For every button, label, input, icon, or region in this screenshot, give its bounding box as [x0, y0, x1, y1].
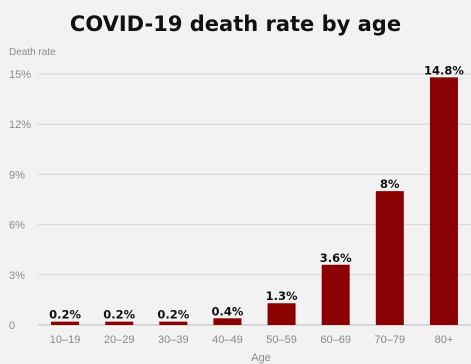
x-axis-label: Age	[251, 352, 271, 364]
bar	[51, 321, 80, 325]
x-tick-label: 60–69	[320, 334, 351, 346]
data-label: 3.6%	[320, 251, 352, 265]
bar	[213, 318, 242, 325]
bar	[321, 264, 350, 325]
x-tick-label: 20–29	[104, 334, 135, 346]
y-tick-label: 15%	[9, 69, 31, 81]
y-tick-labels: 0 3% 6% 9% 12% 15%	[9, 69, 31, 332]
data-labels: 0.2% 0.2% 0.2% 0.4% 1.3% 3.6% 8% 14.8%	[49, 63, 464, 321]
data-label: 0.2%	[103, 308, 135, 322]
x-tick-label: 30–39	[158, 334, 189, 346]
x-tick-label: 10–19	[50, 334, 81, 346]
y-axis-label: Death rate	[9, 47, 56, 58]
data-label: 0.2%	[157, 308, 189, 322]
x-tick-label: 50–59	[266, 334, 297, 346]
x-tick-label: 80+	[435, 334, 454, 346]
y-tick-label: 0	[9, 320, 15, 332]
y-tick-label: 12%	[9, 119, 31, 131]
bar	[429, 77, 458, 325]
bar	[159, 321, 188, 325]
bars	[51, 77, 458, 325]
bar	[267, 303, 296, 325]
chart-title: COVID-19 death rate by age	[69, 12, 402, 36]
x-tick-label: 40–49	[212, 334, 243, 346]
data-label: 0.4%	[211, 304, 243, 318]
y-tick-label: 6%	[9, 220, 25, 232]
x-tick-labels: 10–19 20–29 30–39 40–49 50–59 60–69 70–79 80+	[50, 334, 454, 346]
data-label: 0.2%	[49, 308, 81, 322]
x-tick-label: 70–79	[375, 334, 406, 346]
data-label: 8%	[380, 177, 400, 191]
data-label: 14.8%	[424, 63, 464, 77]
bar	[375, 191, 404, 325]
bar	[105, 321, 134, 325]
data-label: 1.3%	[266, 289, 298, 303]
y-tick-label: 3%	[9, 270, 25, 282]
gridlines	[38, 73, 471, 326]
y-tick-label: 9%	[9, 169, 25, 181]
